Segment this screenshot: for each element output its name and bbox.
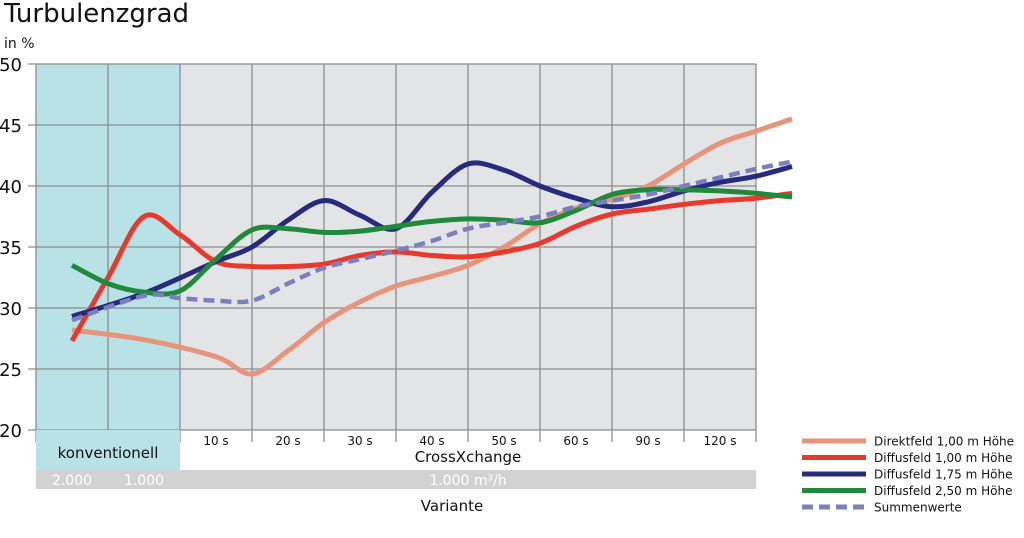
y-tick-label: 30 (0, 299, 22, 320)
y-tick-label: 20 (0, 421, 22, 442)
y-tick-labels: 50 45 40 35 30 25 20 (0, 55, 22, 442)
legend-label-2: Diffusfeld 1,00 m Höhe (874, 451, 1012, 465)
x-tick-label: 30 s (347, 434, 372, 448)
legend-label-1: Direktfeld 1,00 m Höhe (874, 435, 1014, 449)
volume-bar (36, 470, 756, 489)
legend-label-5: Summenwerte (874, 501, 962, 515)
chart-title: Turbulenzgrad (3, 0, 189, 29)
y-tick-label: 45 (0, 116, 22, 137)
y-axis-label: in % (4, 36, 35, 52)
x-tick-labels: 10 s 20 s 30 s 40 s 50 s 60 s 90 s 120 s (203, 434, 736, 448)
series-line-5 (71, 159, 793, 323)
volume-label-crossxchange: 1.000 m³/h (429, 473, 506, 489)
volume-label-2000: 2.000 (52, 473, 92, 489)
x-tick-label: 60 s (563, 434, 588, 448)
grid (28, 63, 757, 442)
legend: Direktfeld 1,00 m Höhe Diffusfeld 1,00 m … (802, 435, 1014, 515)
x-axis-label: Variante (421, 497, 483, 515)
volume-label-1000: 1.000 (124, 473, 164, 489)
legend-label-3: Diffusfeld 1,75 m Höhe (874, 468, 1012, 482)
x-tick-label: 10 s (203, 434, 228, 448)
legend-label-4: Diffusfeld 2,50 m Höhe (874, 484, 1012, 498)
y-tick-label: 25 (0, 360, 22, 381)
series-line-2 (69, 190, 793, 343)
series-line-1 (71, 116, 793, 377)
conventional-label: konventionell (58, 444, 159, 462)
y-tick-label: 50 (0, 55, 22, 76)
x-tick-label: 20 s (275, 434, 300, 448)
x-tick-label: 90 s (635, 434, 660, 448)
x-tick-label: 50 s (491, 434, 516, 448)
y-tick-label: 40 (0, 177, 22, 198)
series-lines (69, 116, 793, 377)
x-tick-label: 40 s (419, 434, 444, 448)
conventional-label-background (36, 430, 180, 470)
x-tick-label: 120 s (704, 434, 737, 448)
y-tick-label: 35 (0, 238, 22, 259)
crossxchange-label: CrossXchange (415, 448, 522, 466)
